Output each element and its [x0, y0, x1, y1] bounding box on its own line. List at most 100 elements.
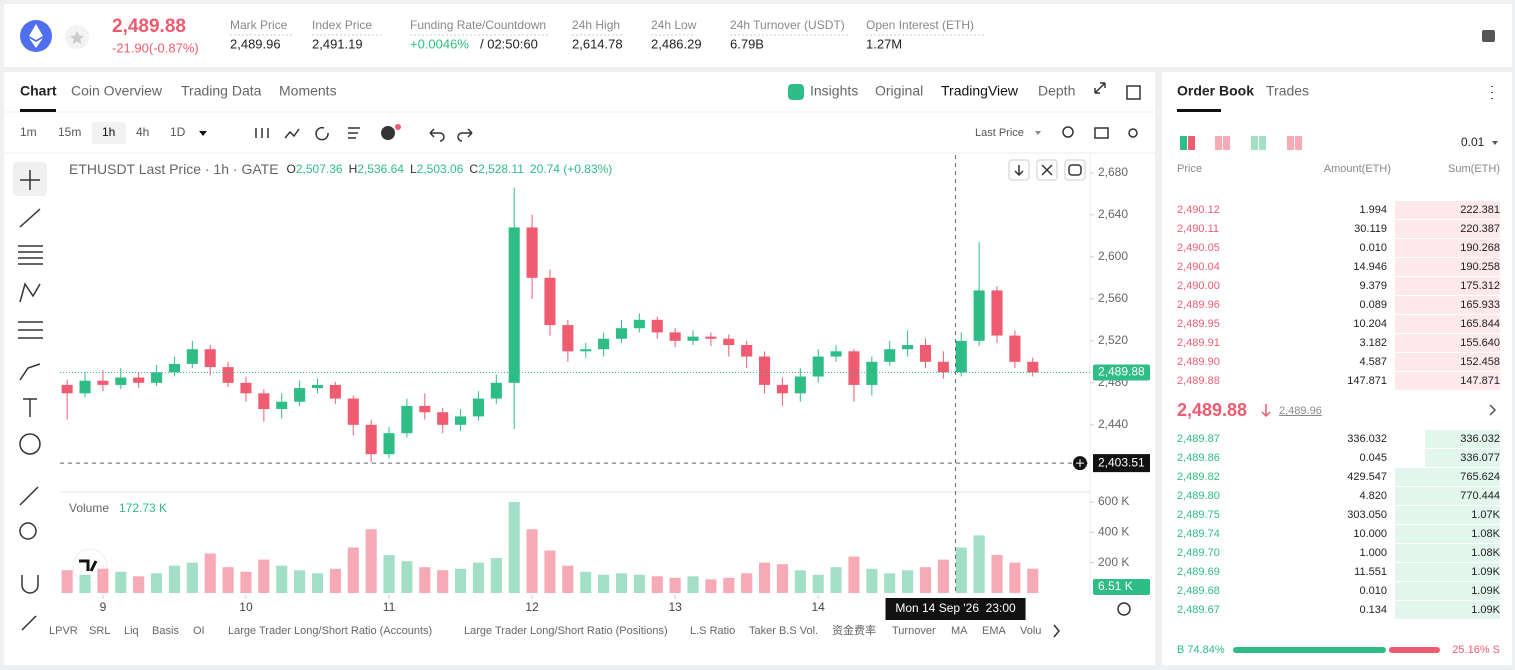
ob-amount: 14.946	[1353, 261, 1387, 273]
indicator-add[interactable]	[381, 126, 395, 140]
indicator-tab[interactable]: Turnover	[892, 625, 936, 637]
ob-price: 2,489.87	[1177, 433, 1220, 445]
ob-amount: 30.119	[1354, 223, 1387, 235]
indicator-tab[interactable]: Volu	[1020, 625, 1041, 637]
chart-tab[interactable]: Chart	[20, 83, 57, 99]
expand-icon[interactable]	[1094, 82, 1106, 94]
candle-body	[633, 319, 645, 329]
chart-tab[interactable]: Coin Overview	[71, 83, 163, 99]
volume-bar	[919, 567, 932, 593]
window-icon[interactable]	[1126, 85, 1141, 100]
candle-body	[848, 351, 860, 385]
volume-bar	[472, 562, 484, 593]
chart-tab[interactable]: Trading Data	[181, 83, 262, 99]
interval[interactable]: 1D	[170, 125, 186, 139]
chart-legend: ETHUSDT Last Price · 1h · GATE O2,507.36 H…	[69, 161, 612, 177]
ohlc-value: 2,536.64	[357, 162, 404, 176]
indicator-tab[interactable]: Taker B.S Vol.	[749, 625, 818, 637]
indicator-tab[interactable]: Liq	[124, 625, 139, 637]
view-mode	[1223, 136, 1230, 150]
chart-buttons[interactable]	[1008, 159, 1131, 638]
ohlc-value: 2,503.06	[417, 162, 464, 176]
toolbar-icons	[255, 126, 1138, 142]
view-mode[interactable]	[1215, 136, 1222, 150]
depth-bg	[1395, 201, 1500, 219]
eth-glyph	[29, 24, 43, 48]
layout-icon[interactable]	[1482, 30, 1495, 42]
stat-label: Funding Rate/Countdown	[410, 18, 546, 32]
tab-underline	[20, 109, 56, 112]
volume-bar	[1009, 562, 1021, 593]
interval-active-bg	[92, 122, 126, 144]
interval[interactable]: 4h	[136, 125, 149, 139]
depth-bg	[1395, 220, 1500, 238]
volume-bar	[151, 573, 163, 593]
interval[interactable]: 15m	[58, 125, 81, 139]
dropdown	[1492, 141, 1498, 145]
volume-bar	[830, 567, 842, 593]
ob-price: 2,489.69	[1177, 566, 1220, 578]
chart-tab[interactable]: Moments	[279, 83, 337, 99]
view-mode[interactable]	[1180, 136, 1187, 150]
chevron[interactable]	[1489, 404, 1497, 416]
interval[interactable]: 1h	[102, 125, 115, 139]
stat-label: Mark Price	[230, 18, 288, 32]
view-tab[interactable]: Original	[875, 83, 923, 99]
depth-bg	[1425, 430, 1500, 448]
indicator-tab[interactable]: Basis	[152, 625, 179, 637]
stat-label: Open Interest (ETH)	[866, 18, 974, 32]
y-tick-label: 2,600	[1098, 249, 1128, 263]
candle-body	[973, 290, 985, 341]
depth-bg	[1395, 239, 1500, 257]
precision[interactable]: 0.01	[1461, 135, 1485, 149]
y-tick-label: 2,440	[1098, 417, 1128, 431]
dropdown[interactable]	[199, 131, 207, 136]
volume-bar	[347, 547, 359, 593]
indicator-tab[interactable]: OI	[193, 625, 205, 637]
indicator-tab[interactable]: SRL	[89, 625, 110, 637]
ob-price: 2,489.82	[1177, 471, 1220, 483]
view-tab[interactable]: Insights	[810, 83, 858, 99]
ob-tab[interactable]: Order Book	[1177, 83, 1254, 99]
volume-bar	[276, 565, 288, 593]
x-tick-label: 13	[668, 600, 682, 614]
indicator-tab[interactable]: Large Trader Long/Short Ratio (Positions…	[464, 625, 668, 637]
indicator-tab[interactable]: MA	[951, 625, 968, 637]
ob-tab[interactable]: Trades	[1266, 83, 1309, 99]
price-source[interactable]: Last Price	[975, 127, 1024, 139]
ohlc-key: L	[410, 162, 417, 176]
stat-value: 2,486.29	[651, 36, 702, 51]
ob-amount: 10.000	[1353, 528, 1387, 540]
volume-bar	[902, 570, 914, 593]
indicator-tab[interactable]: L.S Ratio	[690, 625, 735, 637]
candle-body	[115, 377, 127, 385]
volume-bar	[294, 570, 306, 593]
view-mode[interactable]	[1287, 136, 1294, 150]
indicator-tab[interactable]: Large Trader Long/Short Ratio (Accounts)	[228, 625, 432, 637]
candle-body	[240, 382, 252, 394]
view-tab[interactable]: Depth	[1038, 83, 1075, 99]
candle-body	[687, 336, 699, 341]
volume-bar	[240, 571, 252, 593]
interval[interactable]: 1m	[20, 125, 37, 139]
view-tab[interactable]: TradingView	[941, 83, 1019, 99]
candle-body	[1027, 361, 1039, 373]
ob-price: 2,489.80	[1177, 490, 1220, 502]
view-mode[interactable]	[1251, 136, 1258, 150]
ob-sum: 147.871	[1460, 375, 1500, 387]
candle-body	[508, 227, 520, 383]
ob-amount: 3.182	[1359, 337, 1387, 349]
ob-price: 2,489.70	[1177, 547, 1220, 559]
x-tick-label: 9	[100, 600, 107, 614]
ob-amount: 4.820	[1359, 490, 1387, 502]
ob-amount: 0.010	[1359, 585, 1387, 597]
indicator-tab[interactable]: LPVR	[49, 625, 78, 637]
volume-bar	[884, 573, 896, 593]
ob-price: 2,489.68	[1177, 585, 1220, 597]
ob-amount: 303.050	[1347, 509, 1387, 521]
indicator-tab[interactable]: 资金费率	[832, 623, 876, 637]
volume-bar	[812, 574, 824, 593]
indicator-tab[interactable]: EMA	[982, 625, 1007, 637]
ob-amount: 4.587	[1359, 356, 1387, 368]
